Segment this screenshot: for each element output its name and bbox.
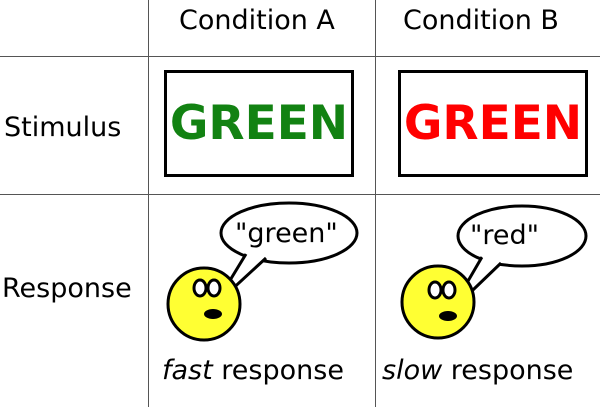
right-eye-condition-a: [206, 278, 222, 298]
left-eye-condition-a: [192, 278, 208, 298]
speech-text-condition-a: "green": [235, 218, 338, 249]
column-header-condition-b: Condition B: [403, 5, 559, 36]
response-speed-condition-b: slow: [382, 355, 443, 386]
grid-line-vertical-1: [148, 0, 149, 407]
grid-line-vertical-2: [375, 0, 376, 407]
column-header-condition-a: Condition A: [179, 5, 335, 36]
response-suffix-condition-a: response: [212, 355, 344, 386]
stimulus-word-condition-b: GREEN: [403, 96, 583, 151]
row-header-stimulus: Stimulus: [4, 112, 122, 143]
row-header-response: Response: [2, 273, 132, 304]
mouth-condition-b: [439, 311, 457, 321]
grid-line-horizontal-1: [0, 56, 600, 57]
stimulus-box-condition-b: GREEN: [398, 70, 588, 177]
grid-line-horizontal-2: [0, 194, 600, 195]
response-speed-condition-a: fast: [162, 355, 213, 386]
stimulus-box-condition-a: GREEN: [164, 70, 354, 177]
left-eye-condition-b: [427, 280, 443, 300]
stimulus-word-condition-a: GREEN: [169, 96, 349, 151]
smiley-face-condition-a: [166, 266, 242, 342]
response-caption-condition-b: slow response: [382, 357, 573, 384]
right-eye-condition-b: [441, 280, 457, 300]
response-caption-condition-a: fast response: [162, 357, 344, 384]
response-suffix-condition-b: response: [442, 355, 574, 386]
speech-bubble-tail-condition-b: [448, 256, 503, 314]
mouth-condition-a: [204, 309, 222, 319]
speech-text-condition-b: "red": [470, 220, 540, 251]
smiley-face-condition-b: [400, 264, 476, 340]
speech-bubble-tail-condition-a: [213, 253, 268, 307]
